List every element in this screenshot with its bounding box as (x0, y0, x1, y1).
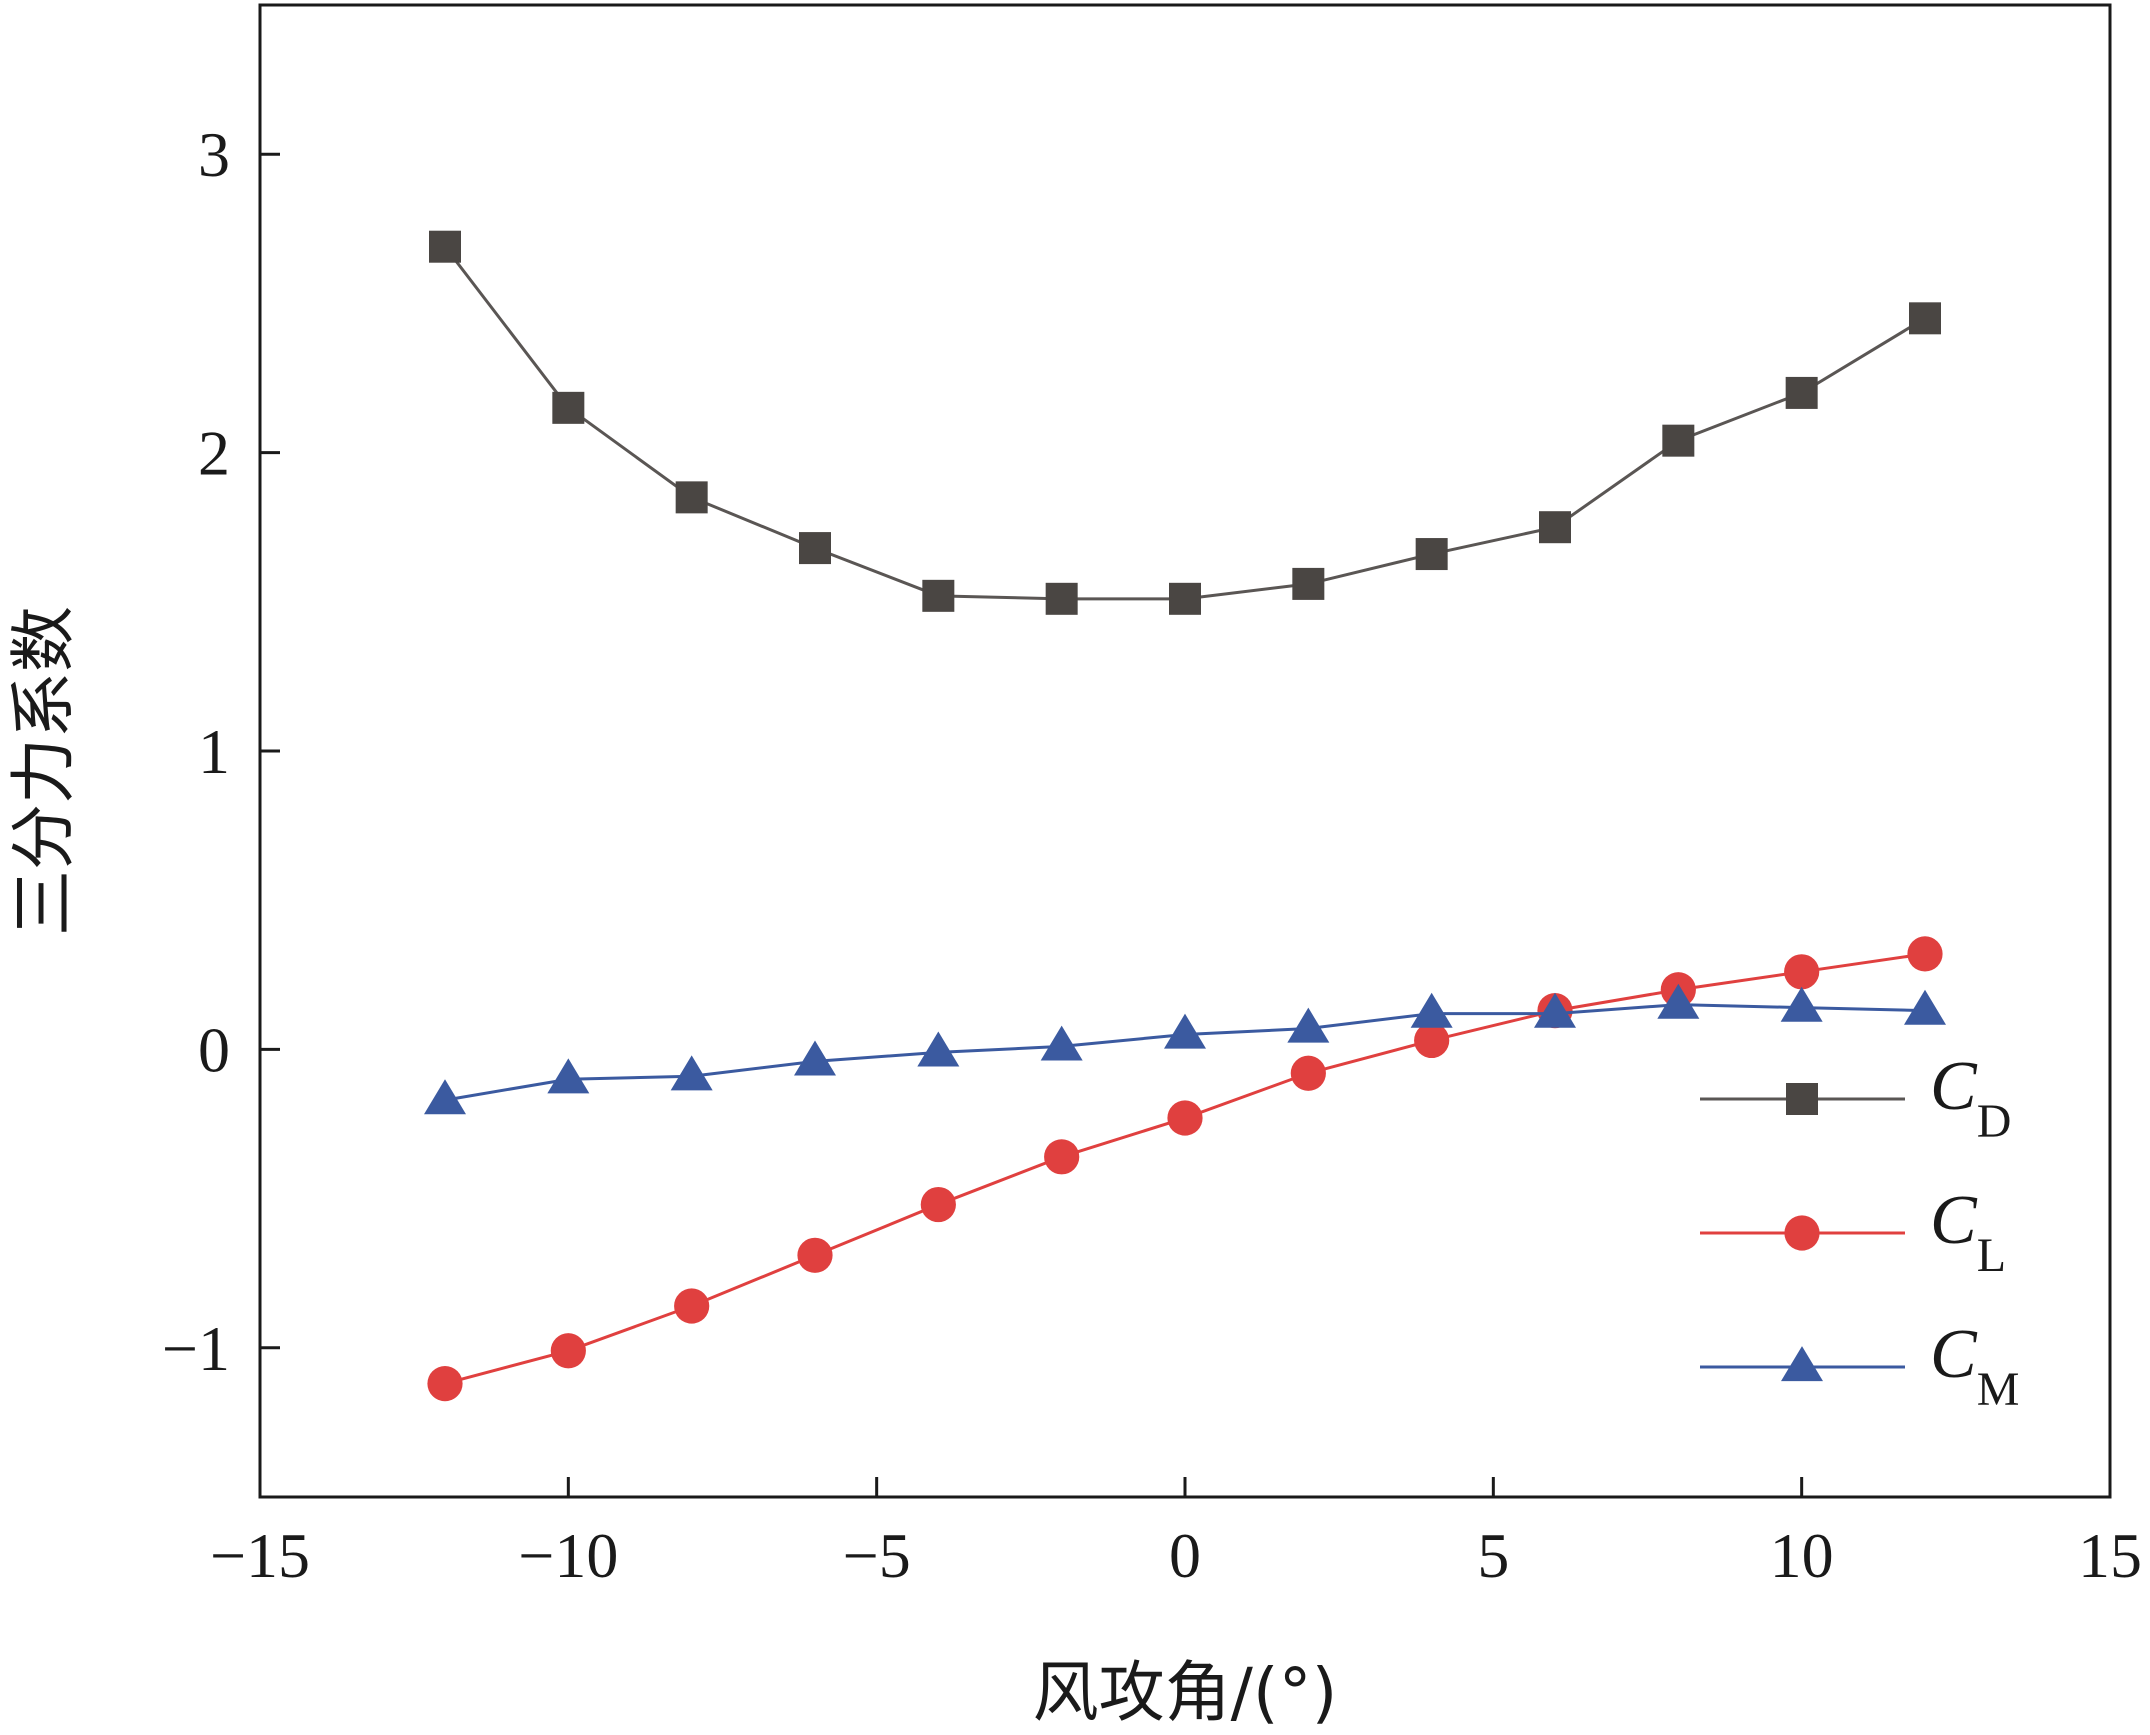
y-tick-label: 3 (198, 119, 230, 190)
data-point-c-d (1169, 582, 1201, 615)
data-point-c-l (1167, 1100, 1203, 1136)
legend-marker-c-m (1781, 1346, 1823, 1382)
data-point-c-d (675, 481, 708, 514)
data-point-c-l (427, 1366, 463, 1402)
data-point-c-d (1909, 302, 1941, 335)
data-point-c-l (1907, 936, 1943, 972)
x-tick-label: −10 (518, 1520, 618, 1591)
data-point-c-l (1044, 1139, 1080, 1175)
legend-item-c-l: CL (1700, 1182, 2006, 1282)
data-point-c-m (917, 1031, 960, 1067)
series-layer (424, 230, 1946, 1402)
y-axis-title: 三分力系数 (5, 606, 82, 936)
y-tick-label: 1 (198, 716, 230, 787)
data-point-c-m (1164, 1013, 1206, 1049)
y-tick-label: 0 (198, 1014, 230, 1085)
data-point-c-m (794, 1040, 836, 1076)
x-axis-title: 风攻角/(°) (1033, 1654, 1338, 1731)
data-point-c-m (1780, 986, 1823, 1022)
data-point-c-m (1040, 1025, 1083, 1061)
data-point-c-m (424, 1079, 466, 1115)
series-c-d (429, 230, 1941, 615)
legend-label-c-l: CL (1930, 1182, 2006, 1282)
data-point-c-m (1904, 989, 1946, 1025)
x-tick-label: 10 (1770, 1520, 1834, 1591)
legend-label-c-d: CD (1930, 1048, 2011, 1148)
data-point-c-l (797, 1237, 833, 1273)
data-point-c-d (922, 579, 955, 612)
plot-border (258, 3, 2112, 1499)
data-point-c-l (1784, 954, 1820, 990)
plot-frame (258, 3, 2112, 1499)
data-point-c-d (1292, 567, 1325, 600)
data-point-c-l (674, 1288, 710, 1324)
data-point-c-d (1539, 511, 1571, 544)
data-point-c-l (550, 1333, 586, 1369)
legend-marker-c-d (1786, 1083, 1818, 1115)
x-tick-label: 0 (1169, 1520, 1201, 1591)
legend-item-c-m: CM (1700, 1316, 2019, 1416)
data-point-c-l (1290, 1055, 1326, 1091)
x-tick-label: 15 (2078, 1520, 2142, 1591)
data-point-c-d (799, 532, 831, 565)
x-tick-label: 5 (1477, 1520, 1509, 1591)
y-tick-label: −1 (162, 1313, 230, 1384)
legend: CD CL CM (1700, 1048, 2019, 1416)
data-point-c-l (1414, 1022, 1450, 1059)
data-point-c-l (920, 1186, 956, 1223)
data-point-c-d (1045, 582, 1078, 615)
data-point-c-d (552, 391, 585, 424)
series-c-m (424, 983, 1946, 1115)
y-axis-ticks: −1 0 1 2 3 (162, 119, 280, 1384)
legend-item-c-d: CD (1700, 1048, 2011, 1148)
data-point-c-d (1662, 424, 1695, 457)
series-line-c-d (443, 245, 1926, 601)
data-point-c-m (1657, 983, 1700, 1019)
legend-marker-c-l (1784, 1215, 1820, 1251)
data-point-c-m (1534, 992, 1576, 1028)
x-tick-label: −5 (843, 1520, 911, 1591)
data-point-c-d (429, 230, 461, 263)
x-tick-label: −15 (210, 1520, 310, 1591)
legend-label-c-m: CM (1930, 1316, 2019, 1416)
data-point-c-d (1785, 376, 1818, 409)
data-point-c-m (1287, 1007, 1330, 1043)
data-point-c-m (670, 1055, 713, 1091)
data-point-c-d (1415, 538, 1448, 571)
y-tick-label: 2 (198, 418, 230, 489)
data-point-c-m (547, 1058, 590, 1094)
x-axis-ticks: −15 −10 −5 0 5 10 15 (210, 1477, 2142, 1591)
data-point-c-m (1410, 992, 1453, 1028)
